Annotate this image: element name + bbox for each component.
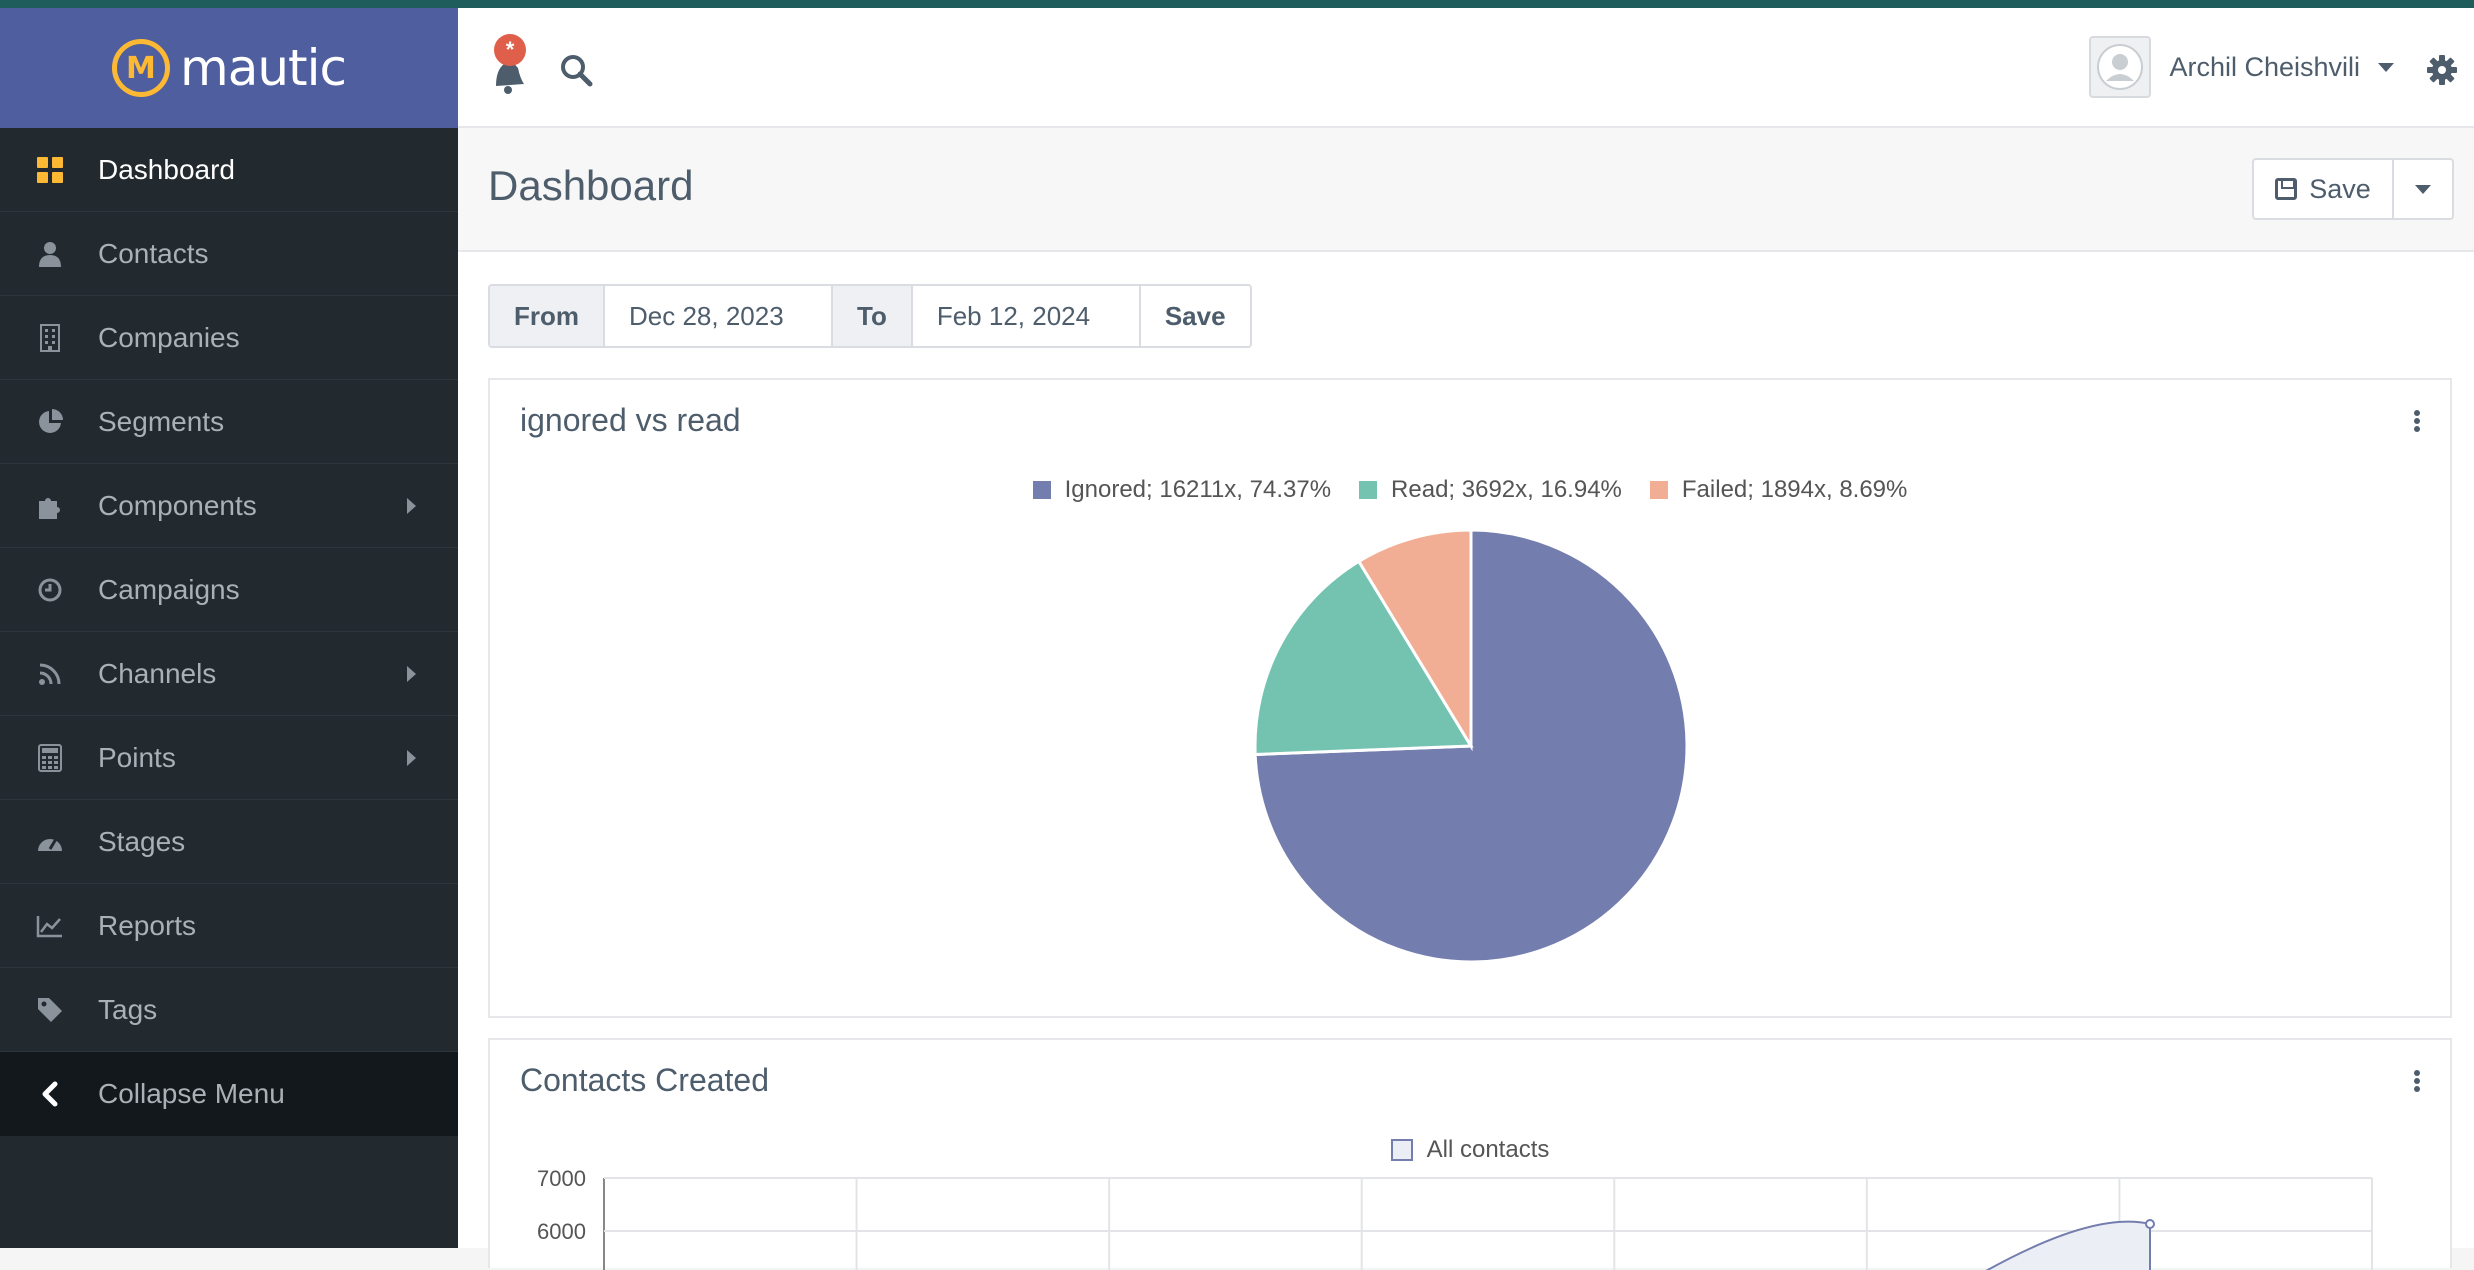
dashboard-grid-icon <box>36 156 64 184</box>
user-menu[interactable]: Archil Cheishvili <box>2089 36 2394 98</box>
legend-label: All contacts <box>1426 1136 1550 1163</box>
tag-icon <box>36 996 64 1024</box>
widget-options-icon[interactable] <box>2414 1070 2420 1092</box>
y-tick-label: 7000 <box>537 1166 586 1191</box>
sidebar-item-points[interactable]: Points <box>0 716 458 800</box>
brand-name: mautic <box>179 39 347 97</box>
sidebar: M mautic Dashboard Contacts Companies Segme… <box>0 8 458 1248</box>
caret-down-icon <box>2415 184 2431 194</box>
sidebar-item-tags[interactable]: Tags <box>0 968 458 1052</box>
widget-options-icon[interactable] <box>2414 410 2420 432</box>
mautic-logo-icon: M <box>111 39 170 97</box>
pie-chart-icon <box>36 408 64 436</box>
brand-logo[interactable]: M mautic <box>0 8 458 128</box>
clock-icon <box>36 576 64 604</box>
legend-swatch <box>1359 481 1378 499</box>
sidebar-item-label: Channels <box>98 657 217 689</box>
sidebar-item-label: Campaigns <box>98 573 240 605</box>
y-tick-label: 6000 <box>537 1219 586 1244</box>
building-icon <box>36 323 64 352</box>
avatar <box>2089 36 2152 98</box>
save-button-label: Save <box>2309 173 2371 204</box>
sidebar-item-label: Dashboard <box>98 153 235 185</box>
sidebar-item-reports[interactable]: Reports <box>0 884 458 968</box>
line-chart-icon <box>36 912 64 940</box>
widget-title: ignored vs read <box>520 402 741 438</box>
to-date-input[interactable]: Feb 12, 2024 <box>912 286 1139 346</box>
chevron-left-icon <box>36 1080 64 1108</box>
collapse-menu-label: Collapse Menu <box>98 1078 285 1109</box>
to-label: To <box>831 286 913 346</box>
legend-swatch <box>1390 1139 1413 1161</box>
sidebar-item-label: Tags <box>98 993 158 1025</box>
caret-right-icon <box>407 749 416 766</box>
pie-slice[interactable] <box>1253 559 1474 757</box>
sidebar-item-dashboard[interactable]: Dashboard <box>0 128 458 212</box>
save-button-group: Save <box>2252 158 2454 220</box>
sidebar-nav: Dashboard Contacts Companies Segments Compon… <box>0 128 458 1052</box>
page-title: Dashboard <box>488 162 694 209</box>
floppy-disk-icon <box>2275 178 2298 200</box>
sidebar-item-label: Stages <box>98 825 186 857</box>
sidebar-item-label: Segments <box>98 405 225 437</box>
sidebar-item-label: Points <box>98 741 176 773</box>
legend-label: Failed; 1894x, 8.69% <box>1681 476 1908 503</box>
sidebar-item-channels[interactable]: Channels <box>0 632 458 716</box>
date-range-filter: From Dec 28, 2023 To Feb 12, 2024 Save <box>488 284 1252 348</box>
legend-label: Ignored; 16211x, 74.37% <box>1064 476 1332 503</box>
from-label: From <box>490 286 605 346</box>
widget-contacts-created: Contacts Created All contacts 7000 6000 <box>488 1038 2452 1270</box>
notification-badge: * <box>494 34 526 66</box>
legend-swatch <box>1032 481 1051 499</box>
sidebar-item-companies[interactable]: Companies <box>0 296 458 380</box>
sidebar-item-components[interactable]: Components <box>0 464 458 548</box>
from-date-input[interactable]: Dec 28, 2023 <box>605 286 831 346</box>
gear-icon[interactable] <box>2426 54 2458 86</box>
sidebar-item-label: Companies <box>98 321 240 353</box>
sidebar-item-campaigns[interactable]: Campaigns <box>0 548 458 632</box>
chart-legend: Ignored; 16211x, 74.37% Read; 3692x, 16.9… <box>490 476 2450 504</box>
puzzle-icon <box>36 492 64 520</box>
series-area-all-contacts <box>1985 1220 2151 1270</box>
date-filter-save-button[interactable]: Save <box>1138 286 1250 346</box>
legend-label: Read; 3692x, 16.94% <box>1391 476 1622 503</box>
top-accent-strip <box>0 0 2474 8</box>
sidebar-item-label: Reports <box>98 909 197 941</box>
widget-ignored-vs-read: ignored vs read Ignored; 16211x, 74.37% R… <box>488 378 2452 1018</box>
dashboard-content: From Dec 28, 2023 To Feb 12, 2024 Save i… <box>458 252 2474 1270</box>
user-icon <box>36 240 64 268</box>
sidebar-item-stages[interactable]: Stages <box>0 800 458 884</box>
caret-right-icon <box>407 497 416 514</box>
save-dropdown-toggle[interactable] <box>2394 158 2454 220</box>
tachometer-icon <box>36 828 64 856</box>
sidebar-item-segments[interactable]: Segments <box>0 380 458 464</box>
widget-title: Contacts Created <box>520 1062 770 1098</box>
legend-swatch <box>1649 481 1668 499</box>
caret-right-icon <box>407 665 416 682</box>
legend-item[interactable]: Read; 3692x, 16.94% <box>1359 476 1622 504</box>
rss-icon <box>36 660 64 688</box>
chart-legend: All contacts <box>490 1136 2450 1164</box>
legend-item[interactable]: All contacts <box>1390 1136 1550 1164</box>
caret-down-icon <box>2378 62 2394 72</box>
save-button[interactable]: Save <box>2252 158 2394 220</box>
line-chart: 7000 6000 <box>537 1166 2373 1270</box>
pie-chart <box>1253 528 1689 964</box>
user-name: Archil Cheishvili <box>2169 51 2360 82</box>
notifications-bell-icon[interactable]: * <box>486 34 530 94</box>
legend-item[interactable]: Ignored; 16211x, 74.37% <box>1032 476 1332 504</box>
sidebar-item-label: Components <box>98 489 257 521</box>
pie-slice[interactable] <box>1356 528 1473 752</box>
legend-item[interactable]: Failed; 1894x, 8.69% <box>1649 476 1908 504</box>
search-icon[interactable] <box>558 52 594 88</box>
collapse-menu-button[interactable]: Collapse Menu <box>0 1052 458 1136</box>
data-point[interactable] <box>2145 1219 2155 1229</box>
sidebar-item-label: Contacts <box>98 237 209 269</box>
page-header: Dashboard Save <box>458 128 2474 252</box>
topbar: * Archil Cheishvili <box>458 8 2474 128</box>
calculator-icon <box>36 743 64 772</box>
sidebar-item-contacts[interactable]: Contacts <box>0 212 458 296</box>
